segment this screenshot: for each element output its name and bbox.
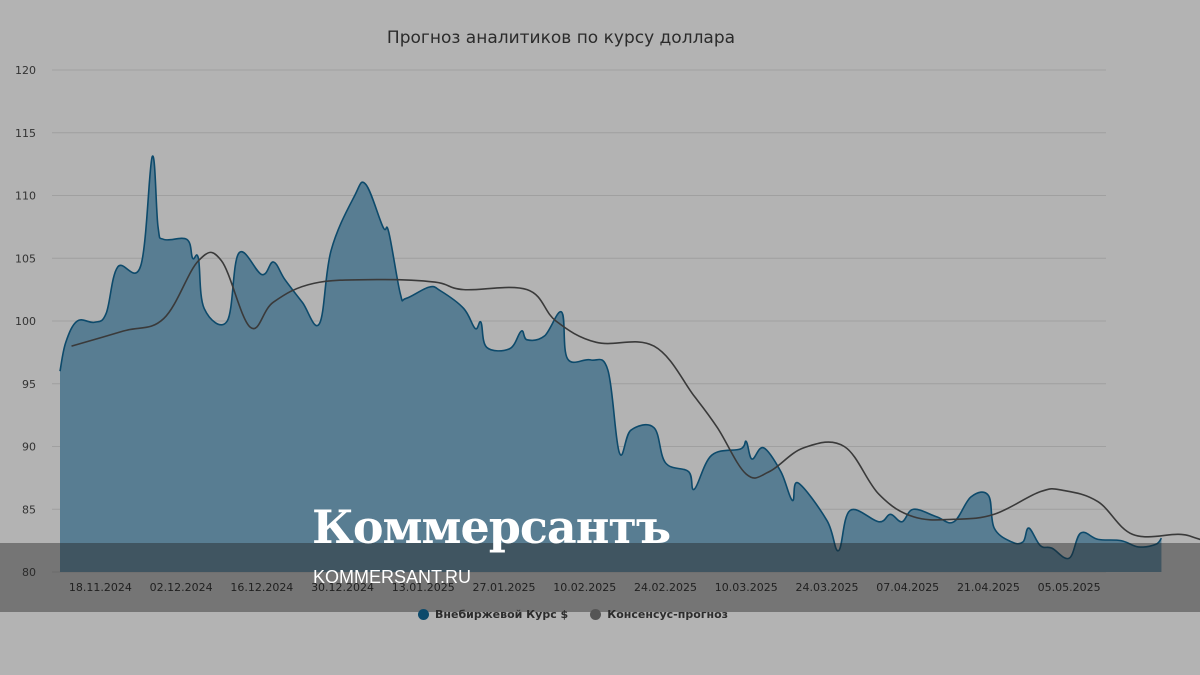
series-line-consensus xyxy=(71,251,1200,541)
x-tick-label: 10.02.2025 xyxy=(553,581,616,594)
x-axis-ticks: 18.11.2024 02.12.2024 16.12.2024 30.12.2024… xyxy=(69,581,1101,594)
legend-marker-consensus xyxy=(590,609,602,620)
legend-label-consensus: Консенсус-прогноз xyxy=(607,608,729,621)
y-tick-label: 85 xyxy=(22,503,36,516)
legend-item-consensus[interactable]: Консенсус-прогноз xyxy=(590,608,728,621)
watermark-band xyxy=(0,543,1200,612)
y-tick-label: 120 xyxy=(15,64,36,77)
chart-title: Прогноз аналитиков по курсу доллара xyxy=(386,28,736,48)
x-tick-label: 21.04.2025 xyxy=(957,581,1020,594)
y-tick-label: 110 xyxy=(15,190,36,203)
x-tick-label: 16.12.2024 xyxy=(230,581,293,594)
y-tick-label: 90 xyxy=(22,441,36,454)
watermark-logo: Коммерсантъ xyxy=(312,500,671,554)
y-tick-label: 100 xyxy=(15,315,36,328)
series-line-rate xyxy=(59,155,1163,560)
y-axis-ticks: 80 85 90 95 100 105 110 115 120 xyxy=(15,64,36,579)
x-tick-label: 02.12.2024 xyxy=(150,581,213,594)
series-area-rate xyxy=(60,156,1162,572)
legend-label-rate: Внебиржевой Курс $ xyxy=(435,608,569,621)
series-layer xyxy=(59,155,1200,572)
x-tick-label: 24.02.2025 xyxy=(634,581,697,594)
x-tick-label: 24.03.2025 xyxy=(795,581,858,594)
x-tick-label: 27.01.2025 xyxy=(473,581,536,594)
x-tick-label: 05.05.2025 xyxy=(1038,581,1101,594)
legend-item-rate[interactable]: Внебиржевой Курс $ xyxy=(418,608,568,621)
x-tick-label: 13.01.2025 xyxy=(392,581,455,594)
legend-marker-rate xyxy=(418,609,429,620)
x-tick-label: 10.03.2025 xyxy=(715,581,778,594)
y-tick-label: 80 xyxy=(22,566,36,579)
chart-legend: Внебиржевой Курс $ Консенсус-прогноз xyxy=(418,608,728,621)
x-tick-label: 30.12.2024 xyxy=(311,581,374,594)
y-tick-label: 105 xyxy=(15,252,36,265)
x-tick-label: 18.11.2024 xyxy=(69,581,132,594)
y-tick-label: 95 xyxy=(22,378,36,391)
watermark-url: KOMMERSANT.RU xyxy=(313,567,472,587)
x-tick-label: 07.04.2025 xyxy=(876,581,939,594)
y-tick-label: 115 xyxy=(15,127,36,140)
